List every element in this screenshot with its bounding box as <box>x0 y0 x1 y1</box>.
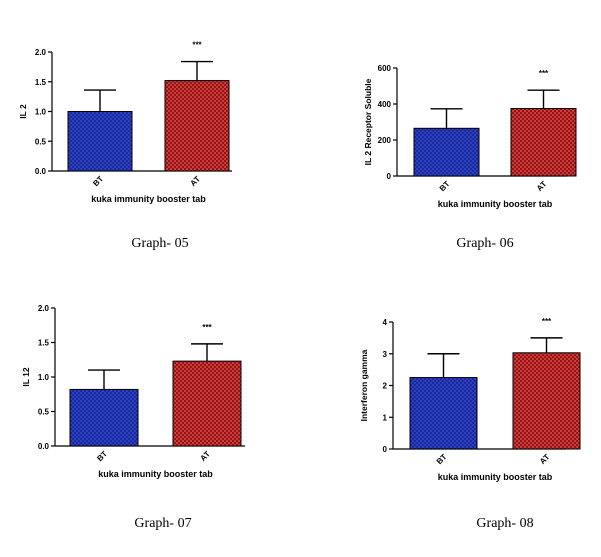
chart-1-bar-at <box>164 80 230 172</box>
chart-1-significance-label: *** <box>192 41 202 50</box>
chart-3-bar-at <box>172 360 242 447</box>
chart-1-caption: Graph- 05 <box>131 236 188 251</box>
chart-3-y-tick-label: 0.5 <box>38 408 50 417</box>
chart-1-y-tick-label: 0.5 <box>35 137 47 146</box>
chart-4-y-tick-label: 4 <box>383 318 388 327</box>
chart-1-y-tick-label: 1.0 <box>35 108 47 117</box>
chart-3-y-tick-label: 2.0 <box>38 304 50 313</box>
chart-1-y-axis-label: IL 2 <box>18 104 28 119</box>
chart-1-bar-bt <box>67 111 133 172</box>
chart-3-significance-label: *** <box>202 323 212 332</box>
chart-2-y-tick-label: 600 <box>378 64 392 73</box>
chart-3-y-tick-label: 1.0 <box>38 373 50 382</box>
chart-1: 0.0 0.5 1.0 1.5 2.0 IL 2 BT *** AT kuka immunity … <box>18 41 232 251</box>
chart-4-y-tick-label: 2 <box>383 382 388 391</box>
chart-3-y-tick-label: 0.0 <box>38 442 50 451</box>
chart-4-significance-label: *** <box>542 317 552 326</box>
chart-2-caption: Graph- 06 <box>456 236 513 251</box>
chart-4-y-tick-label: 0 <box>383 445 388 454</box>
chart-3-caption: Graph- 07 <box>134 516 191 531</box>
chart-4: 0 1 2 3 4 Interferon gamma BT *** AT kuka immunit… <box>359 317 581 531</box>
chart-1-y-tick-label: 0.0 <box>35 167 47 176</box>
chart-3: 0.0 0.5 1.0 1.5 2.0 IL 12 BT *** AT kuka immunity… <box>21 304 245 531</box>
chart-3-bar-bt <box>69 388 139 447</box>
chart-2-y-tick-label: 0 <box>387 172 392 181</box>
chart-2-bar-bt <box>413 127 480 177</box>
chart-3-x-tick-label: AT <box>198 449 212 463</box>
chart-2-x-tick-label: AT <box>535 179 549 193</box>
chart-2-y-axis-label: IL 2 Receptor Soluble <box>363 78 373 165</box>
chart-4-bar-at <box>512 352 581 450</box>
chart-4-bar-bt <box>409 377 478 450</box>
chart-4-y-axis-label: Interferon gamma <box>359 349 369 421</box>
chart-1-y-tick-label: 1.5 <box>35 78 47 87</box>
chart-1-y-tick-label: 2.0 <box>35 48 47 57</box>
chart-2-y-tick-label: 200 <box>378 136 392 145</box>
chart-3-y-tick-label: 1.5 <box>38 339 50 348</box>
chart-1-x-tick-label: BT <box>91 174 105 188</box>
chart-2: 0 200 400 600 IL 2 Receptor Soluble BT *** AT ku… <box>363 64 577 251</box>
chart-4-x-tick-label: AT <box>538 452 552 466</box>
chart-4-x-axis-label: kuka immunity booster tab <box>438 472 553 482</box>
chart-3-x-tick-label: BT <box>95 449 109 463</box>
chart-3-x-axis-label: kuka immunity booster tab <box>98 469 213 479</box>
chart-4-y-tick-label: 1 <box>383 413 388 422</box>
chart-2-x-tick-label: BT <box>438 179 452 193</box>
chart-4-x-tick-label: BT <box>435 452 449 466</box>
chart-2-y-tick-label: 400 <box>378 100 392 109</box>
chart-2-x-axis-label: kuka immunity booster tab <box>438 199 553 209</box>
chart-3-y-axis-label: IL 12 <box>21 367 31 386</box>
chart-2-bar-at <box>510 108 577 177</box>
chart-4-caption: Graph- 08 <box>476 516 533 531</box>
chart-1-x-tick-label: AT <box>188 174 202 188</box>
chart-4-y-tick-label: 3 <box>383 350 388 359</box>
chart-2-significance-label: *** <box>539 69 549 78</box>
chart-1-x-axis-label: kuka immunity booster tab <box>91 194 206 204</box>
